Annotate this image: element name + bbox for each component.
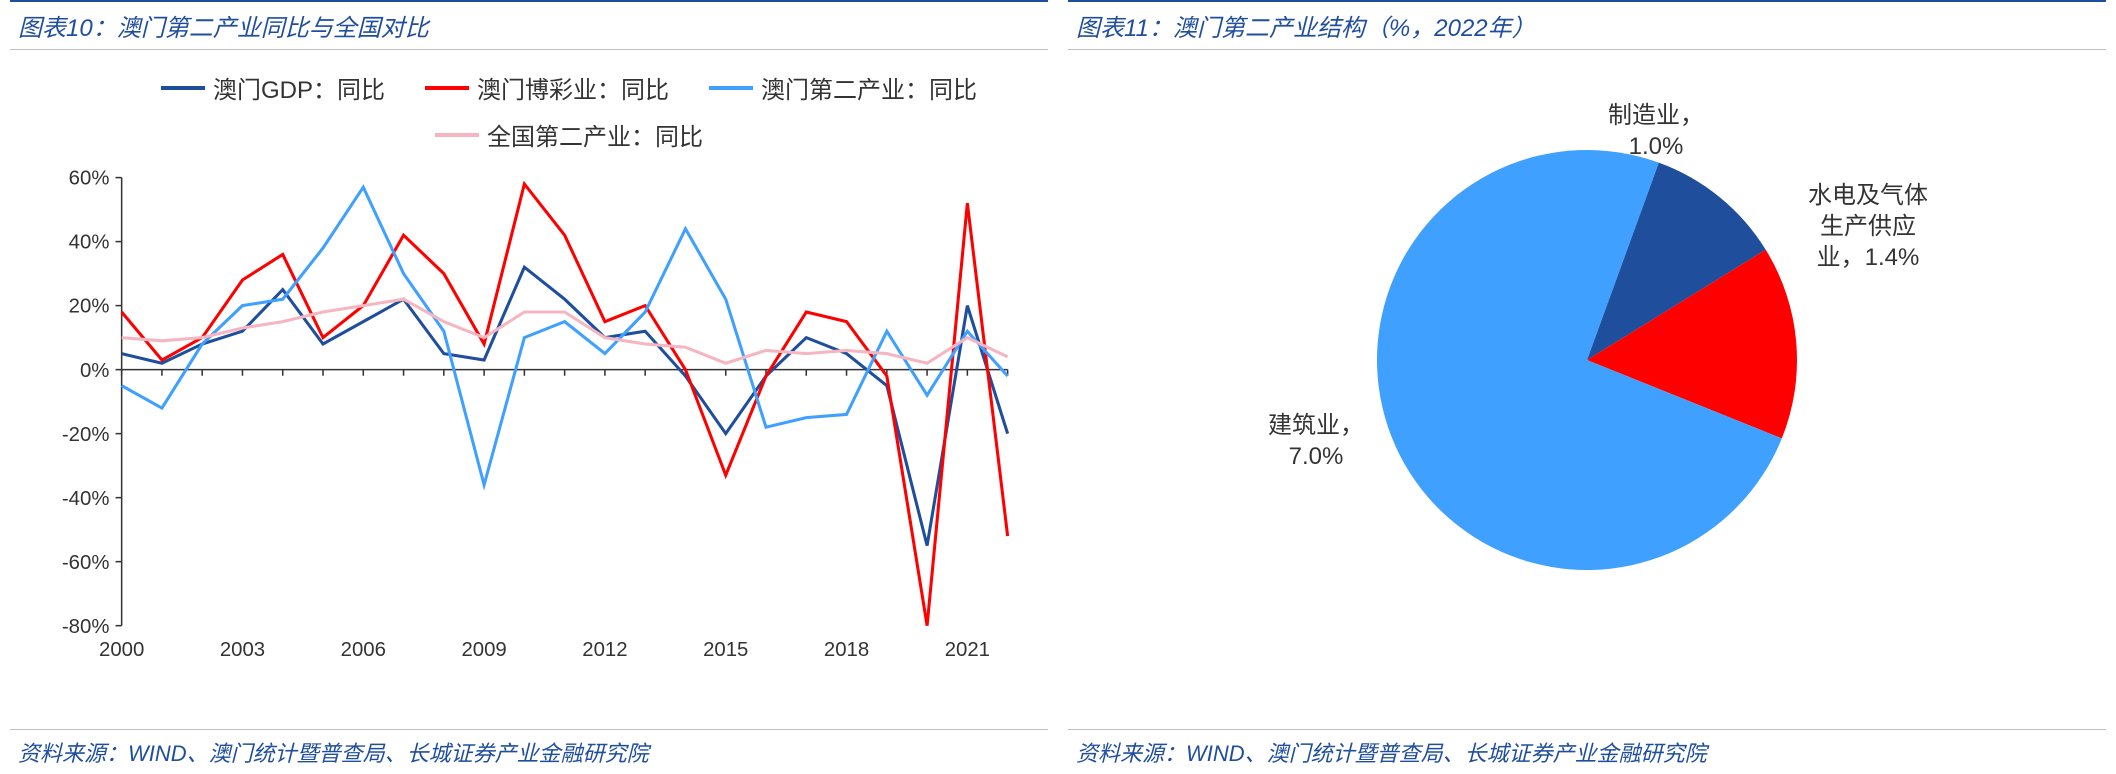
series-line: [122, 187, 1008, 485]
left-title: 图表10：澳门第二产业同比与全国对比: [10, 0, 1048, 50]
svg-text:-60%: -60%: [62, 552, 110, 574]
svg-text:2009: 2009: [461, 639, 506, 661]
svg-text:2000: 2000: [99, 639, 144, 661]
line-legend: 澳门GDP：同比 澳门博彩业：同比 澳门第二产业：同比全国第二产业：同比: [30, 60, 1028, 162]
pie-label: 制造业，1.0%: [1608, 100, 1704, 162]
right-source: 资料来源：WIND、澳门统计暨普查局、长城证券产业金融研究院: [1068, 729, 2106, 774]
svg-text:2015: 2015: [703, 639, 748, 661]
series-line: [122, 267, 1008, 545]
legend-item: 澳门博彩业：同比: [425, 70, 669, 105]
svg-text:40%: 40%: [69, 232, 110, 254]
pie-label: 建筑业，7.0%: [1268, 410, 1364, 472]
svg-text:-20%: -20%: [62, 424, 110, 446]
svg-text:2003: 2003: [220, 639, 265, 661]
svg-text:-40%: -40%: [62, 488, 110, 510]
left-panel: 图表10：澳门第二产业同比与全国对比 澳门GDP：同比 澳门博彩业：同比 澳门第二产…: [0, 0, 1058, 774]
legend-label: 澳门GDP：同比: [213, 70, 385, 105]
legend-swatch: [161, 86, 205, 90]
legend-item: 澳门GDP：同比: [161, 70, 385, 105]
legend-label: 澳门第二产业：同比: [761, 70, 977, 105]
svg-text:2018: 2018: [824, 639, 869, 661]
series-line: [122, 299, 1008, 363]
svg-text:2012: 2012: [582, 639, 627, 661]
svg-text:20%: 20%: [69, 296, 110, 318]
legend-swatch: [425, 86, 469, 90]
line-chart-svg: -80% -60% -40% -20% 0% 20% 40% 60% 2000 2003 2006 2…: [30, 162, 1028, 682]
legend-label: 澳门博彩业：同比: [477, 70, 669, 105]
right-title: 图表11：澳门第二产业结构（%，2022年）: [1068, 0, 2106, 50]
svg-text:0%: 0%: [80, 360, 109, 382]
line-chart-area: 澳门GDP：同比澳门博彩业：同比澳门第二产业：同比全国第二产业：同比 -80%-…: [10, 50, 1048, 729]
right-panel: 图表11：澳门第二产业结构（%，2022年） 制造业，1.0% 水电及气体生产供应…: [1058, 0, 2116, 774]
svg-text:60%: 60%: [69, 168, 110, 190]
legend-item: 全国第二产业：同比: [435, 117, 703, 152]
pie-label: 水电及气体生产供应业，1.4%: [1808, 180, 1928, 274]
pie-chart-area: 制造业，1.0% 水电及气体生产供应业，1.4% 建筑业，7.0%: [1068, 50, 2106, 729]
svg-text:-80%: -80%: [62, 616, 110, 638]
legend-label: 全国第二产业：同比: [487, 117, 703, 152]
series-line: [122, 184, 1008, 626]
svg-text:2006: 2006: [341, 639, 386, 661]
svg-text:2021: 2021: [945, 639, 990, 661]
legend-swatch: [435, 133, 479, 137]
legend-swatch: [709, 86, 753, 90]
legend-item: 澳门第二产业：同比: [709, 70, 977, 105]
left-source: 资料来源：WIND、澳门统计暨普查局、长城证券产业金融研究院: [10, 729, 1048, 774]
pie-svg: [1357, 130, 1817, 590]
pie-container: 制造业，1.0% 水电及气体生产供应业，1.4% 建筑业，7.0%: [1088, 60, 2086, 660]
